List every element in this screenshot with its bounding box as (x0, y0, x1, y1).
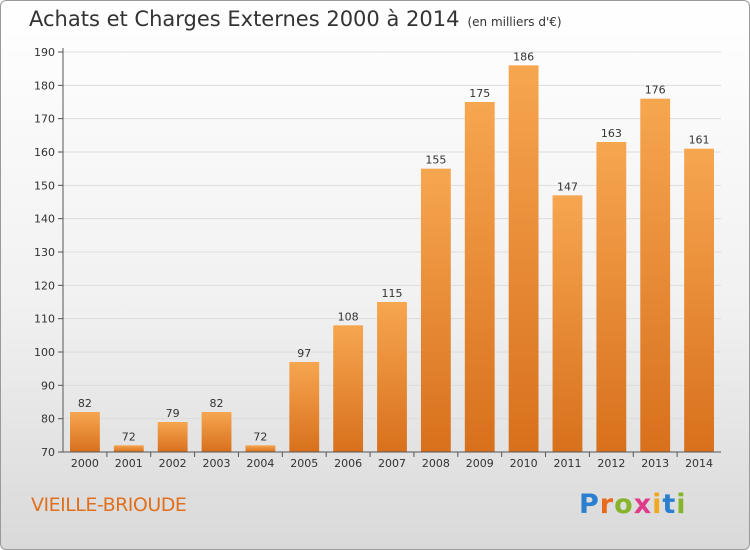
x-tick-label-2004: 2004 (246, 457, 274, 470)
y-tick-label-80: 80 (41, 413, 55, 426)
logo-letter: i (652, 489, 663, 520)
y-tick-label-150: 150 (34, 179, 55, 192)
logo-letter: x (633, 489, 653, 520)
x-tick-label-2010: 2010 (510, 457, 538, 470)
data-label-2009: 175 (469, 87, 490, 100)
data-label-2012: 163 (601, 127, 622, 140)
logo-letter: P (579, 489, 600, 520)
chart-subtitle: (en milliers d'€) (467, 15, 562, 29)
bars: 82 72 79 82 72 97 108 115 155 175 186 147 163 176 161 (70, 50, 714, 453)
x-tick-label-2012: 2012 (597, 457, 625, 470)
x-tick-label-2013: 2013 (641, 457, 669, 470)
x-tick-label-2011: 2011 (553, 457, 581, 470)
y-tick-label-190: 190 (34, 46, 55, 59)
y-tick-label-90: 90 (41, 379, 55, 392)
y-tick-label-100: 100 (34, 346, 55, 359)
x-tick-label-2002: 2002 (159, 457, 187, 470)
bar-2002 (157, 422, 188, 452)
y-tick-label-160: 160 (34, 146, 55, 159)
y-tick-label-170: 170 (34, 113, 55, 126)
logo-letter: o (614, 489, 634, 520)
data-label-2002: 79 (166, 407, 180, 420)
y-tick-label-140: 140 (34, 213, 55, 226)
data-label-2000: 82 (78, 397, 92, 410)
x-tick-label-2009: 2009 (466, 457, 494, 470)
bar-2010 (508, 65, 539, 452)
bar-2001 (113, 445, 144, 452)
x-tick-label-2014: 2014 (685, 457, 713, 470)
bar-2014 (684, 148, 714, 452)
data-label-2001: 72 (122, 430, 136, 443)
y-tick-label-110: 110 (34, 313, 55, 326)
bar-2009 (464, 102, 495, 452)
proxiti-logo[interactable]: Proxiti (579, 489, 687, 520)
x-tick-label-2000: 2000 (71, 457, 99, 470)
x-tick-label-2006: 2006 (334, 457, 362, 470)
chart-title-text: Achats et Charges Externes 2000 à 2014 (29, 7, 460, 31)
bar-2003 (201, 412, 232, 452)
axes: 70 80 90 100 110 120 130 140 150 160 170 180 190 2000… (34, 46, 721, 470)
logo-letter: r (599, 489, 615, 520)
y-tick-label-130: 130 (34, 246, 55, 259)
data-label-2003: 82 (210, 397, 224, 410)
bar-2004 (245, 445, 276, 452)
bar-2013 (640, 98, 671, 453)
x-tick-label-2003: 2003 (203, 457, 231, 470)
data-label-2008: 155 (425, 154, 446, 167)
data-label-2004: 72 (253, 430, 267, 443)
chart-title: Achats et Charges Externes 2000 à 2014 (e… (29, 7, 562, 31)
data-label-2006: 108 (338, 310, 359, 323)
bar-2011 (552, 195, 583, 453)
bar-2006 (333, 325, 364, 452)
data-label-2010: 186 (513, 50, 534, 63)
data-label-2013: 176 (645, 84, 666, 97)
bar-2008 (420, 168, 451, 452)
bar-2007 (377, 302, 407, 452)
logo-letter: t (662, 489, 677, 520)
data-label-2007: 115 (382, 287, 403, 300)
x-tick-label-2001: 2001 (115, 457, 143, 470)
y-tick-label-180: 180 (34, 79, 55, 92)
y-tick-label-120: 120 (34, 279, 55, 292)
data-label-2014: 161 (689, 134, 710, 147)
bar-2012 (596, 142, 627, 452)
x-tick-label-2005: 2005 (290, 457, 318, 470)
x-tick-label-2008: 2008 (422, 457, 450, 470)
logo-letter: i (676, 489, 687, 520)
x-tick-label-2007: 2007 (378, 457, 406, 470)
bar-2000 (70, 412, 100, 452)
bar-2005 (289, 362, 320, 452)
data-label-2005: 97 (297, 347, 311, 360)
data-label-2011: 147 (557, 180, 578, 193)
commune-name: VIEILLE-BRIOUDE (31, 494, 187, 516)
y-tick-label-70: 70 (41, 446, 55, 459)
